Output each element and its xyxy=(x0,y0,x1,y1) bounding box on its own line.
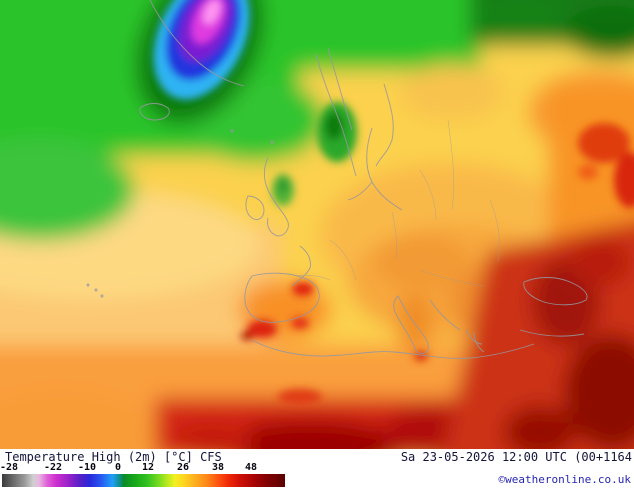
scale-label: 12 xyxy=(141,462,155,473)
temperature-field-detail xyxy=(153,0,634,405)
legend-title: Temperature High (2m) [°C] CFS xyxy=(5,450,222,464)
temperature-field-base xyxy=(0,0,634,449)
color-scale-bar xyxy=(2,474,285,487)
legend-bar: Temperature High (2m) [°C] CFS Sa 23-05-… xyxy=(0,449,634,490)
scale-label: -28 xyxy=(0,462,19,473)
scale-label: 0 xyxy=(114,462,122,473)
scale-label: -22 xyxy=(43,462,63,473)
border-layer xyxy=(295,119,500,287)
legend-datetime: Sa 23-05-2026 12:00 UTC (00+1164 xyxy=(400,450,632,464)
copyright-text: ©weatheronline.co.uk xyxy=(498,473,631,486)
temperature-map xyxy=(0,0,634,449)
temperature-map-svg xyxy=(0,0,634,449)
scale-label: 38 xyxy=(211,462,225,473)
scale-label: 48 xyxy=(244,462,258,473)
scale-label: 26 xyxy=(176,462,190,473)
coastline-layer xyxy=(86,0,588,359)
scale-label: -10 xyxy=(77,462,97,473)
